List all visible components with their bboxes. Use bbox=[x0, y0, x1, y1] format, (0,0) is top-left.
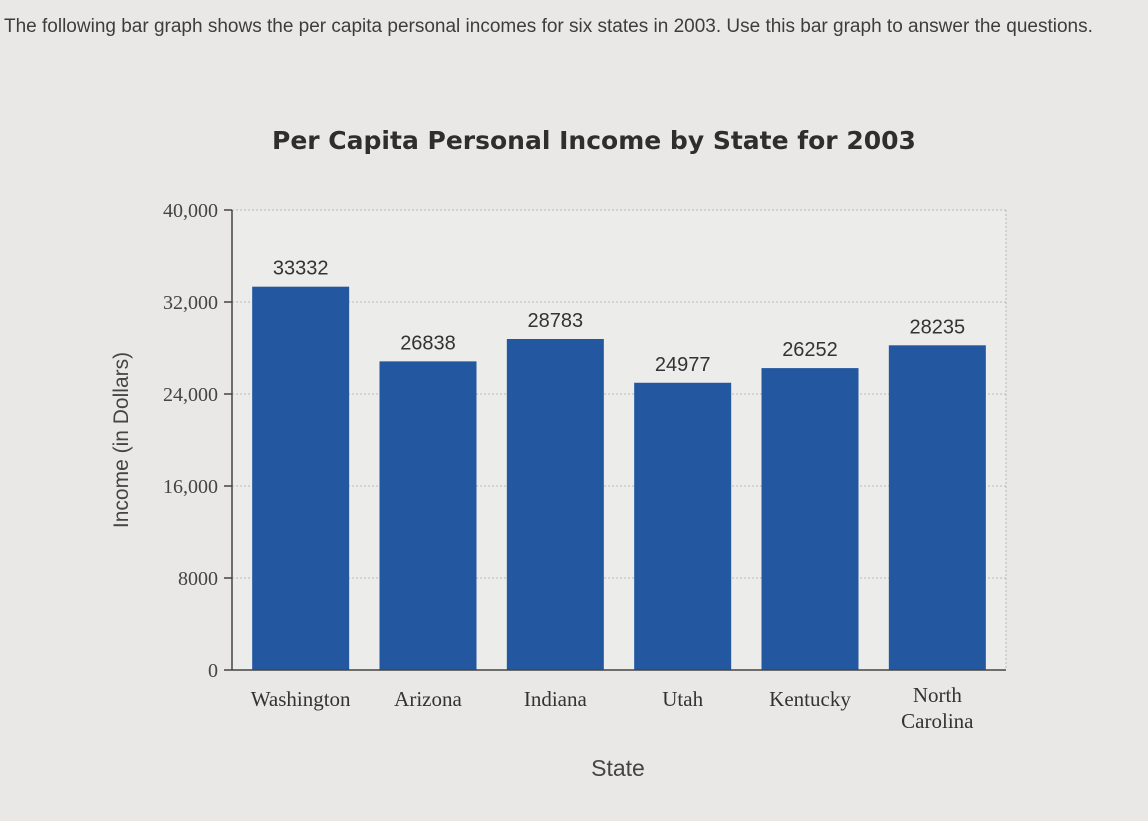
bar bbox=[506, 338, 604, 670]
chart-title: Per Capita Personal Income by State for … bbox=[272, 126, 916, 155]
bars: 33332 26838 28783 24977 26252 28235 bbox=[252, 258, 986, 670]
x-axis-label: State bbox=[591, 755, 645, 781]
axes: 0 8000 16,000 24,000 32,000 40,000 Washington A… bbox=[163, 200, 1006, 733]
bar bbox=[888, 345, 986, 670]
question-prompt: The following bar graph shows the per ca… bbox=[4, 16, 1093, 37]
bar-data-label: 28235 bbox=[910, 316, 966, 338]
bar bbox=[634, 382, 732, 670]
x-tick-label: Utah bbox=[662, 687, 703, 711]
bar bbox=[252, 286, 350, 670]
bar-data-label: 26838 bbox=[400, 332, 456, 354]
bar-data-label: 28783 bbox=[528, 310, 584, 332]
y-tick-label: 8000 bbox=[178, 568, 218, 590]
bar bbox=[761, 368, 859, 670]
bar-data-label: 24977 bbox=[655, 354, 711, 376]
plot-area bbox=[232, 210, 1006, 670]
bar-data-label: 33332 bbox=[273, 258, 329, 280]
bar bbox=[379, 361, 477, 670]
y-tick-label: 40,000 bbox=[163, 200, 218, 222]
x-tick-label: Indiana bbox=[524, 687, 588, 711]
x-tick-label: North Carolina bbox=[901, 683, 974, 733]
y-tick-label: 32,000 bbox=[163, 292, 218, 314]
y-tick-label: 16,000 bbox=[163, 476, 218, 498]
y-tick-label: 24,000 bbox=[163, 384, 218, 406]
x-tick-label: Kentucky bbox=[769, 687, 851, 711]
x-tick-label: Arizona bbox=[394, 687, 462, 711]
y-tick-label: 0 bbox=[208, 660, 218, 682]
bar-data-label: 26252 bbox=[782, 339, 838, 361]
y-axis-label: Income (in Dollars) bbox=[110, 352, 133, 528]
x-tick-label: Washington bbox=[251, 687, 351, 711]
grid-lines bbox=[232, 209, 1007, 670]
